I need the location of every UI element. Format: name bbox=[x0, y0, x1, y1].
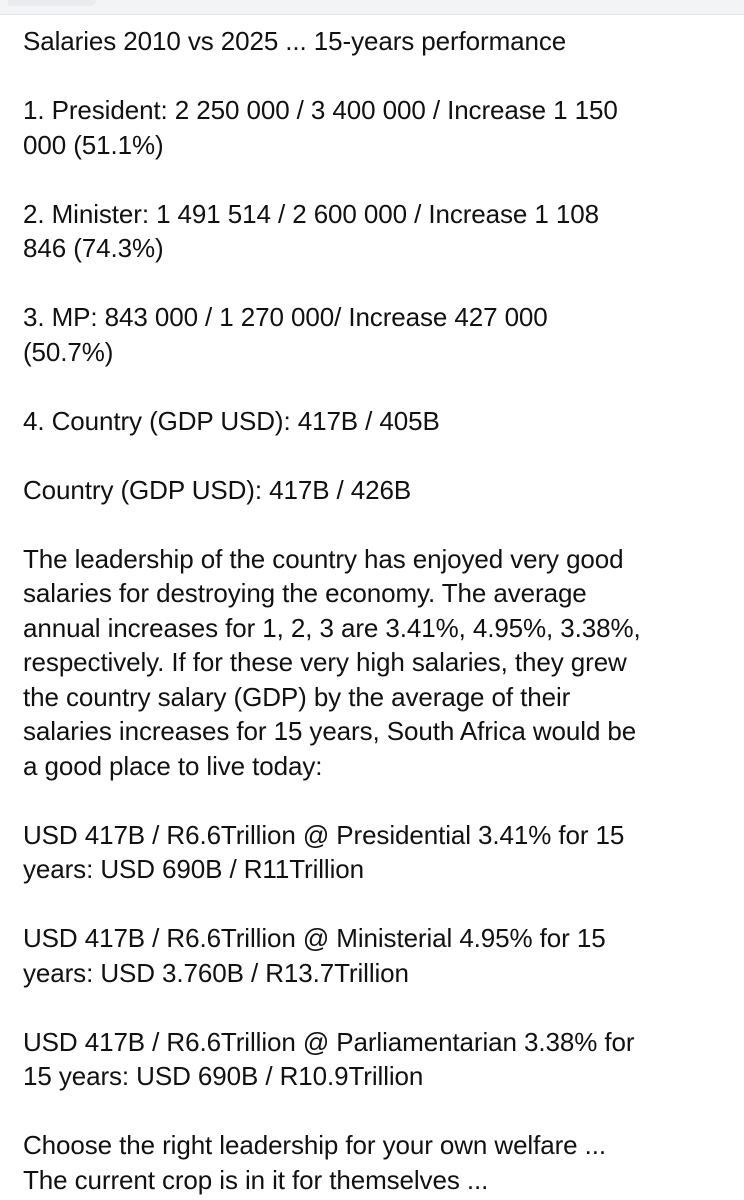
projection-parliamentarian: USD 417B / R6.6Trillion @ Parliamentaria… bbox=[23, 1025, 729, 1094]
salary-item-line: 3. MP: 843 000 / 1 270 000/ Increase 427… bbox=[23, 302, 548, 332]
gdp-item-line: 4. Country (GDP USD): 417B / 405B bbox=[23, 405, 440, 436]
projection-line: years: USD 690B / R11Trillion bbox=[23, 854, 365, 884]
salary-item-line: (50.7%) bbox=[23, 336, 114, 367]
commentary-line: The leadership of the country has enjoye… bbox=[23, 543, 624, 574]
projection-line: years: USD 3.760B / R13.7Trillion bbox=[23, 957, 409, 988]
projection-line: 15 years: USD 690B / R10.9Trillion bbox=[23, 1061, 424, 1091]
closing-line: Choose the right leadership for your own… bbox=[23, 1130, 606, 1160]
commentary-line: respectively. If for these very high sal… bbox=[23, 647, 627, 677]
commentary-line: a good place to live today: bbox=[23, 750, 323, 781]
salary-item-line: 2. Minister: 1 491 514 / 2 600 000 / Inc… bbox=[23, 198, 599, 229]
salary-item-president: 1. President: 2 250 000 / 3 400 000 / In… bbox=[23, 93, 729, 162]
closing-paragraph: Choose the right leadership for your own… bbox=[23, 1128, 729, 1197]
commentary-line: the country salary (GDP) by the average … bbox=[23, 681, 571, 712]
commentary-line: annual increases for 1, 2, 3 are 3.41%, … bbox=[23, 612, 641, 643]
note-title: Salaries 2010 vs 2025 ... 15-years perfo… bbox=[23, 24, 729, 59]
closing-line: The current crop is in it for themselves… bbox=[23, 1164, 489, 1195]
salary-item-mp: 3. MP: 843 000 / 1 270 000/ Increase 427… bbox=[23, 300, 729, 369]
projection-line: USD 417B / R6.6Trillion @ Presidential 3… bbox=[23, 819, 625, 850]
gdp-item-1: 4. Country (GDP USD): 417B / 405B bbox=[23, 404, 729, 439]
projection-ministerial: USD 417B / R6.6Trillion @ Ministerial 4.… bbox=[23, 921, 729, 990]
note-title-text: Salaries 2010 vs 2025 ... 15-years perfo… bbox=[23, 26, 567, 56]
top-bar bbox=[0, 0, 744, 15]
gdp-item-line: Country (GDP USD): 417B / 426B bbox=[23, 474, 412, 505]
commentary-line: salaries increases for 15 years, South A… bbox=[23, 716, 637, 746]
projection-presidential: USD 417B / R6.6Trillion @ Presidential 3… bbox=[23, 818, 729, 887]
commentary-paragraph: The leadership of the country has enjoye… bbox=[23, 542, 729, 784]
salary-item-line: 846 (74.3%) bbox=[23, 233, 164, 263]
salary-item-line: 1. President: 2 250 000 / 3 400 000 / In… bbox=[23, 95, 618, 125]
salary-item-minister: 2. Minister: 1 491 514 / 2 600 000 / Inc… bbox=[23, 197, 729, 266]
gdp-item-2: Country (GDP USD): 417B / 426B bbox=[23, 473, 729, 508]
note-body: Salaries 2010 vs 2025 ... 15-years perfo… bbox=[23, 24, 729, 1197]
top-bar-notch bbox=[8, 0, 96, 6]
projection-line: USD 417B / R6.6Trillion @ Ministerial 4.… bbox=[23, 923, 606, 953]
projection-line: USD 417B / R6.6Trillion @ Parliamentaria… bbox=[23, 1026, 635, 1057]
commentary-line: salaries for destroying the economy. The… bbox=[23, 578, 587, 608]
salary-item-line: 000 (51.1%) bbox=[23, 129, 164, 160]
